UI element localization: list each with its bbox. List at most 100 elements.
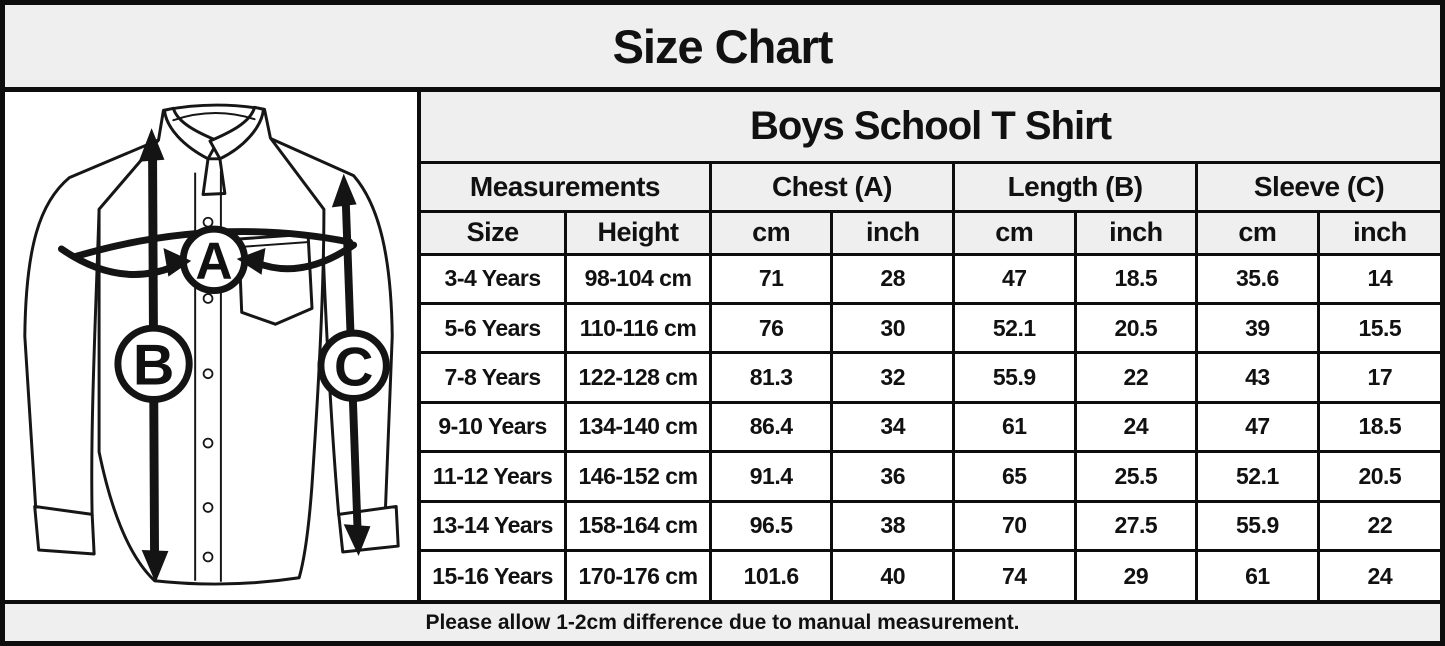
value-cell: 39 xyxy=(1195,301,1320,355)
buttons xyxy=(202,216,214,563)
value-cell: 61 xyxy=(952,400,1077,454)
chest-label: A xyxy=(195,232,232,290)
length-label: B xyxy=(133,334,174,398)
value-cell: 101.6 xyxy=(708,549,834,600)
group-header-0: Measurements xyxy=(421,160,712,213)
table-row: 5-6 Years 110-116 cm 76 30 52.1 20.5 39 15.5 xyxy=(421,301,1440,355)
content-area: A B C Boys School T Shirt Measurements Ch… xyxy=(5,92,1440,600)
value-cell: 134-140 cm xyxy=(564,400,712,454)
value-cell: 38 xyxy=(830,499,955,553)
table-row: 7-8 Years 122-128 cm 81.3 32 55.9 22 43 17 xyxy=(421,351,1440,404)
table-title: Boys School T Shirt xyxy=(421,92,1440,164)
value-cell: 122-128 cm xyxy=(564,351,712,404)
value-cell: 96.5 xyxy=(708,499,834,553)
shirt-illustration-panel: A B C xyxy=(5,92,421,600)
value-cell: 18.5 xyxy=(1316,400,1440,454)
table-row: 15-16 Years 170-176 cm 101.6 40 74 29 61 24 xyxy=(421,549,1440,600)
value-cell: 24 xyxy=(1316,549,1440,600)
size-cell: 5-6 Years xyxy=(421,301,568,355)
collar-placket-tab xyxy=(201,157,227,196)
value-cell: 158-164 cm xyxy=(564,499,712,553)
table-body: 3-4 Years 98-104 cm 71 28 47 18.5 35.6 14 5-6 Ye… xyxy=(421,252,1440,600)
value-cell: 40 xyxy=(830,549,955,600)
column-header-4: cm xyxy=(952,209,1077,256)
chest-arrowheads xyxy=(163,247,266,277)
value-cell: 146-152 cm xyxy=(564,450,712,503)
value-cell: 52.1 xyxy=(1195,450,1320,503)
value-cell: 14 xyxy=(1316,252,1440,305)
collar-band xyxy=(172,112,256,122)
value-cell: 65 xyxy=(952,450,1077,503)
value-cell: 74 xyxy=(952,549,1077,600)
value-cell: 71 xyxy=(708,252,834,305)
value-cell: 76 xyxy=(708,301,834,355)
value-cell: 18.5 xyxy=(1073,252,1199,305)
table-row: 13-14 Years 158-164 cm 96.5 38 70 27.5 55.9 22 xyxy=(421,499,1440,553)
value-cell: 34 xyxy=(830,400,955,454)
table-title-row: Boys School T Shirt xyxy=(421,92,1440,164)
column-header-1: Height xyxy=(564,209,712,256)
table-row: 9-10 Years 134-140 cm 86.4 34 61 24 47 18.5 xyxy=(421,400,1440,454)
value-cell: 22 xyxy=(1316,499,1440,553)
value-cell: 52.1 xyxy=(952,301,1077,355)
shirt-diagram: A B C xyxy=(23,103,400,586)
size-cell: 3-4 Years xyxy=(421,252,568,305)
size-cell: 7-8 Years xyxy=(421,351,568,404)
column-header-5: inch xyxy=(1073,209,1199,256)
footer-bar: Please allow 1-2cm difference due to man… xyxy=(5,600,1440,641)
column-header-0: Size xyxy=(421,209,568,256)
size-cell: 9-10 Years xyxy=(421,400,568,454)
pocket-flap-line xyxy=(238,241,311,248)
group-header-2: Length (B) xyxy=(951,160,1199,213)
value-cell: 20.5 xyxy=(1073,301,1199,355)
sleeve-label: C xyxy=(334,337,373,398)
value-cell: 27.5 xyxy=(1073,499,1199,553)
page-title: Size Chart xyxy=(612,19,834,73)
size-table: Boys School T Shirt Measurements Chest (A… xyxy=(421,92,1440,600)
column-header-3: inch xyxy=(830,209,955,256)
value-cell: 98-104 cm xyxy=(564,252,712,305)
group-header-3: Sleeve (C) xyxy=(1195,160,1440,213)
value-cell: 15.5 xyxy=(1316,301,1440,355)
size-table-wrap: Boys School T Shirt Measurements Chest (A… xyxy=(421,92,1440,600)
left-cuff xyxy=(33,504,96,556)
value-cell: 35.6 xyxy=(1195,252,1320,305)
value-cell: 91.4 xyxy=(708,450,834,503)
group-header-1: Chest (A) xyxy=(708,160,956,213)
column-header-row: Size Height cm inch cm inch cm inch xyxy=(421,209,1440,256)
size-cell: 13-14 Years xyxy=(421,499,568,553)
column-header-2: cm xyxy=(708,209,834,256)
chest-pocket xyxy=(237,232,314,326)
value-cell: 47 xyxy=(1195,400,1320,454)
value-cell: 43 xyxy=(1195,351,1320,404)
value-cell: 24 xyxy=(1073,400,1199,454)
collar-left-wing xyxy=(162,106,220,161)
footer-note: Please allow 1-2cm difference due to man… xyxy=(425,610,1020,634)
value-cell: 22 xyxy=(1073,351,1199,404)
group-header-row: Measurements Chest (A) Length (B) Sleeve (C… xyxy=(421,160,1440,213)
table-row: 3-4 Years 98-104 cm 71 28 47 18.5 35.6 14 xyxy=(421,252,1440,305)
value-cell: 32 xyxy=(830,351,955,404)
size-cell: 11-12 Years xyxy=(421,450,568,503)
value-cell: 55.9 xyxy=(952,351,1077,404)
value-cell: 20.5 xyxy=(1316,450,1440,503)
size-cell: 15-16 Years xyxy=(421,549,568,600)
value-cell: 29 xyxy=(1073,549,1199,600)
value-cell: 47 xyxy=(952,252,1077,305)
value-cell: 81.3 xyxy=(708,351,834,404)
length-label-circle xyxy=(114,324,193,403)
value-cell: 28 xyxy=(830,252,955,305)
column-header-6: cm xyxy=(1195,209,1320,256)
value-cell: 30 xyxy=(830,301,955,355)
value-cell: 55.9 xyxy=(1195,499,1320,553)
value-cell: 25.5 xyxy=(1073,450,1199,503)
sleeve-label-circle xyxy=(317,329,390,402)
value-cell: 170-176 cm xyxy=(564,549,712,600)
table-row: 11-12 Years 146-152 cm 91.4 36 65 25.5 52.1 20.… xyxy=(421,450,1440,503)
value-cell: 70 xyxy=(952,499,1077,553)
value-cell: 86.4 xyxy=(708,400,834,454)
value-cell: 110-116 cm xyxy=(564,301,712,355)
title-bar: Size Chart xyxy=(5,5,1440,92)
value-cell: 36 xyxy=(830,450,955,503)
